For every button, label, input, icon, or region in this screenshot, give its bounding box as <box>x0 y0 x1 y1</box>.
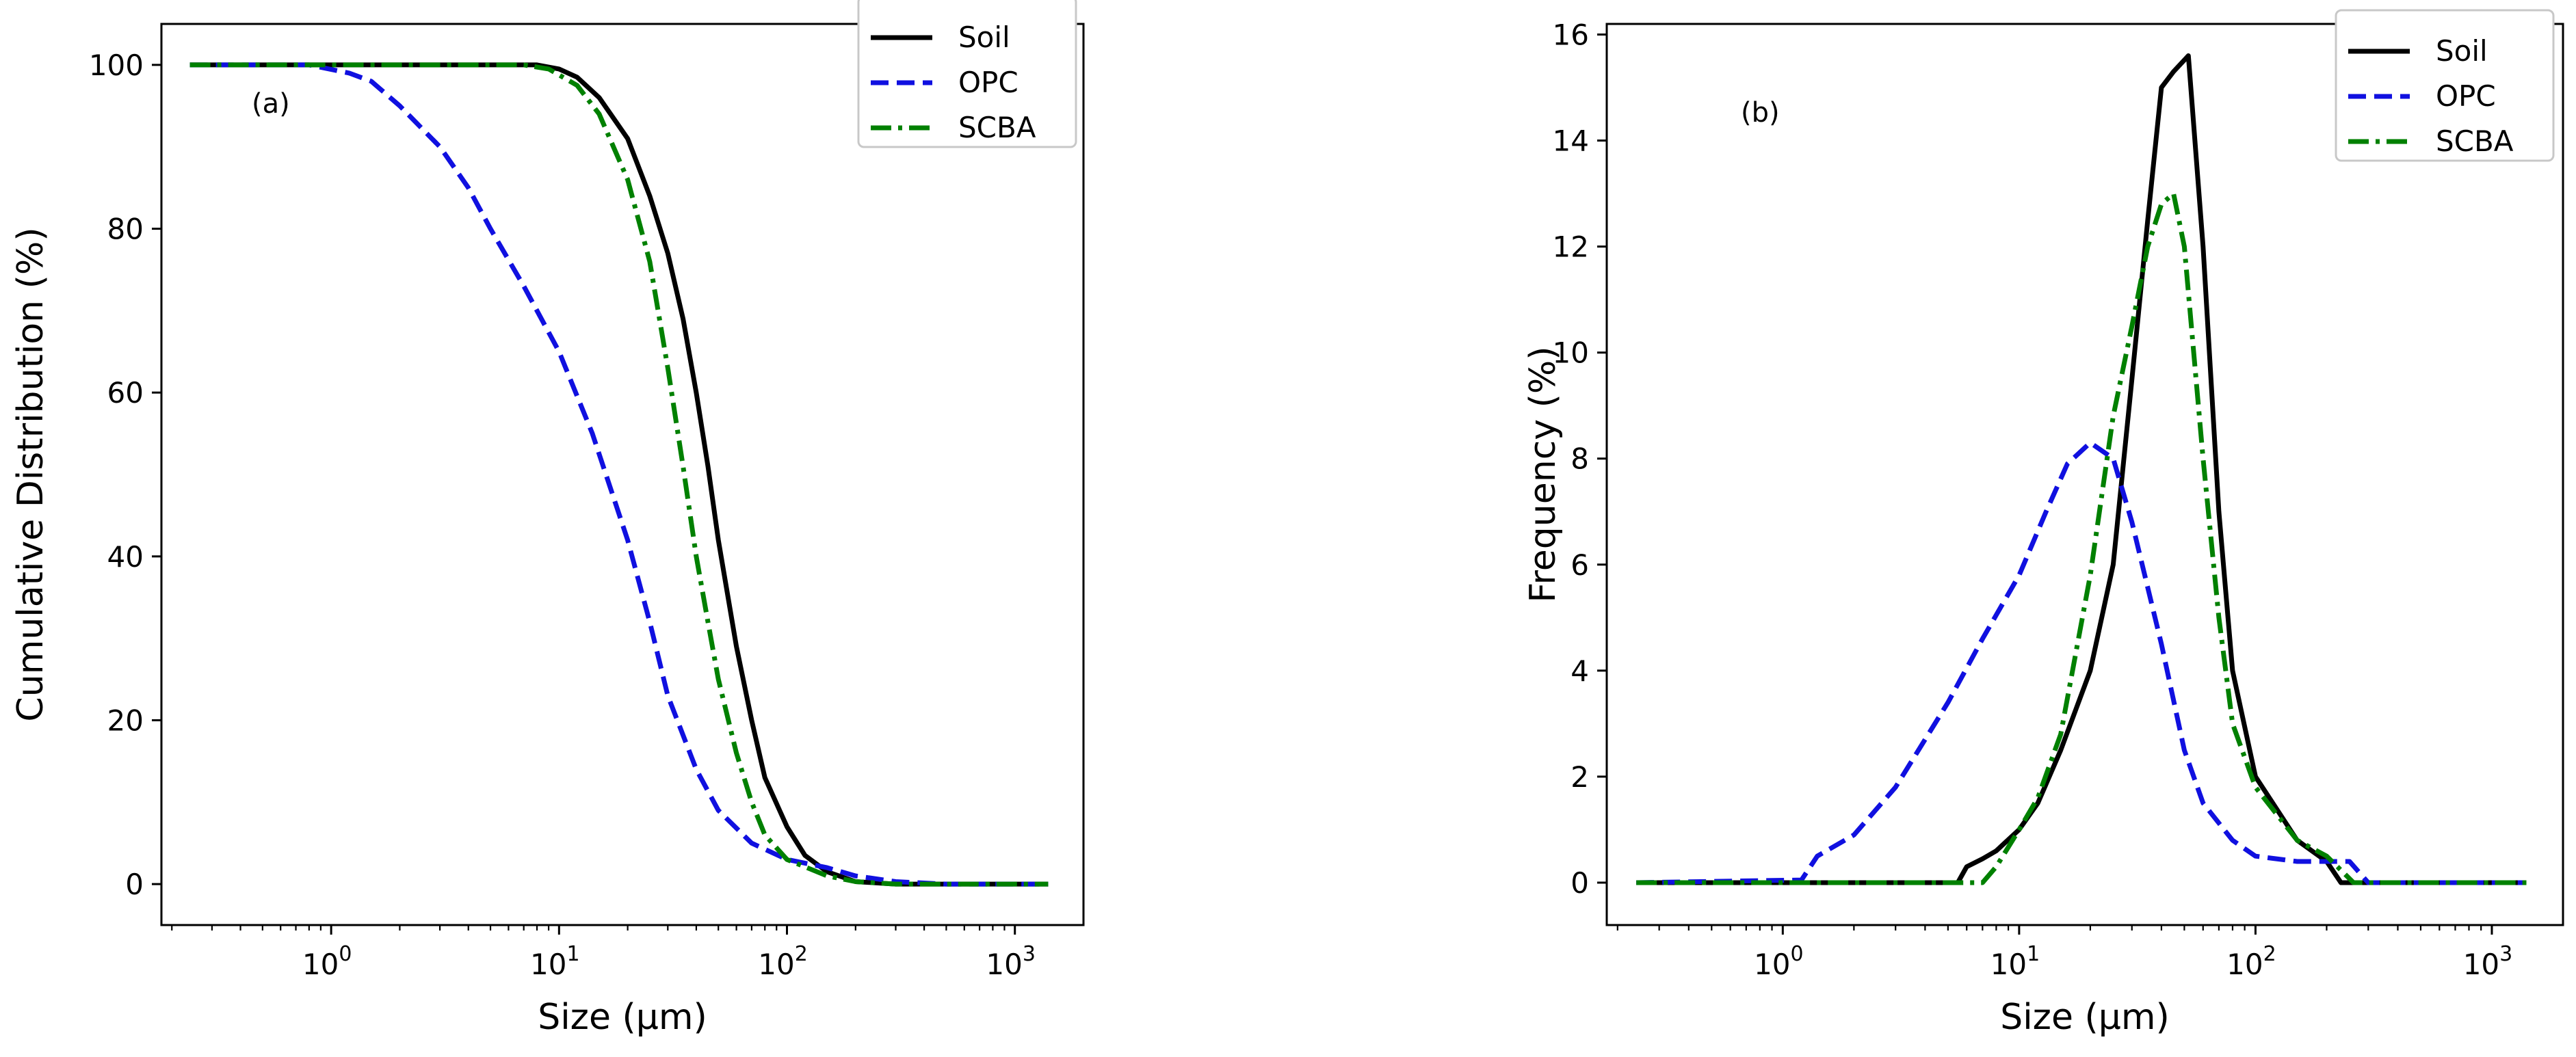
y-tick-label: 10 <box>1553 336 1589 370</box>
legend-label-soil: Soil <box>2436 34 2488 68</box>
x-tick-label: 102 <box>2226 942 2276 981</box>
x-tick-label: 103 <box>986 942 1036 981</box>
x-tick-label: 100 <box>302 942 352 981</box>
y-tick-label: 60 <box>107 376 144 410</box>
x-tick-label: 101 <box>530 942 580 981</box>
y-axis-label: Cumulative Distribution (%) <box>10 227 51 721</box>
y-tick-label: 100 <box>89 49 144 82</box>
series-line-soil <box>189 62 1049 887</box>
series-line-opc <box>1636 440 2527 885</box>
series-line-soil <box>1636 53 2527 885</box>
y-tick-label: 0 <box>1570 866 1589 900</box>
legend-label-opc: OPC <box>958 66 1018 99</box>
y-tick-label: 0 <box>125 868 144 901</box>
y-tick-label: 6 <box>1570 548 1589 582</box>
x-axis-label: Size (μm) <box>2000 997 2170 1038</box>
y-tick-label: 16 <box>1553 18 1589 52</box>
series-line-opc <box>189 62 1049 887</box>
x-tick-label: 101 <box>1990 942 2040 981</box>
y-tick-label: 4 <box>1570 654 1589 688</box>
series-line-scba <box>1636 191 2527 885</box>
series-line-scba <box>189 62 1049 887</box>
plot-frame <box>160 23 1085 926</box>
y-tick-label: 8 <box>1570 442 1589 476</box>
legend-label-opc: OPC <box>2436 79 2496 113</box>
legend: Soil OPC SCBA <box>2335 9 2555 162</box>
panel-label: (b) <box>1741 97 1780 129</box>
x-axis-label: Size (μm) <box>538 997 707 1038</box>
panel-a: 0 20 40 60 80 100 100 101 102 103 Size (μm) Cumulat… <box>10 0 1085 1038</box>
y-tick-label: 14 <box>1553 124 1589 158</box>
plot-frame <box>1605 23 2564 926</box>
y-tick-label: 40 <box>107 540 144 574</box>
panel-b: 0 2 4 6 8 10 12 14 16 100 101 102 103 Size (μm) Freque… <box>1523 9 2564 1038</box>
y-tick-label: 80 <box>107 213 144 246</box>
y-tick-label: 12 <box>1553 230 1589 264</box>
x-tick-label: 103 <box>2463 942 2513 981</box>
x-tick-label: 100 <box>1754 942 1804 981</box>
y-axis-label: Frequency (%) <box>1523 346 1564 602</box>
y-tick-label: 2 <box>1570 760 1589 794</box>
legend-box <box>2335 9 2555 162</box>
y-tick-label: 20 <box>107 704 144 737</box>
legend: Soil OPC SCBA <box>857 0 1077 148</box>
legend-label-soil: Soil <box>958 21 1010 54</box>
panel-label: (a) <box>252 88 290 120</box>
legend-label-scba: SCBA <box>958 111 1036 144</box>
legend-label-scba: SCBA <box>2436 124 2514 158</box>
x-tick-label: 102 <box>758 942 808 981</box>
